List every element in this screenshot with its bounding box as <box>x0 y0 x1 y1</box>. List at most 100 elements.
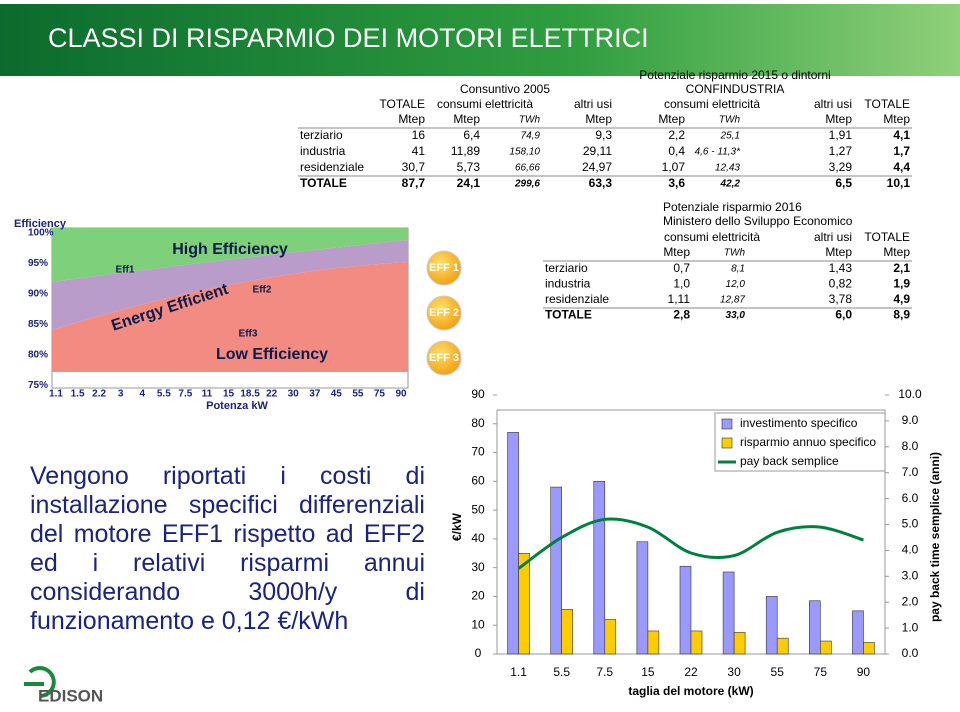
y2-tick-label: 8.0 <box>902 439 919 453</box>
badge-label: EFF 1 <box>429 262 459 274</box>
table-cell: 0,82 <box>829 277 853 291</box>
y-tick-label: 80 <box>471 416 485 430</box>
y2-tick-label: 6.0 <box>902 491 919 505</box>
table-cell: 2,8 <box>673 308 690 322</box>
row-label: industria <box>545 277 591 291</box>
y-tick-label: 90 <box>471 387 485 401</box>
y2-tick-label: 7.0 <box>902 465 919 479</box>
table-cell: 12,43 <box>715 163 740 174</box>
x-axis-title: taglia del motore (kW) <box>628 684 753 698</box>
table-unit: Mtep <box>825 112 852 126</box>
figure-y-tick: 80% <box>28 350 48 361</box>
x-tick-label: 55 <box>771 665 785 679</box>
table-cell: 41 <box>412 144 426 158</box>
table-unit: Mtep <box>883 245 910 259</box>
figure-y-title: Efficiency <box>14 218 67 230</box>
energy-efficient-region <box>52 240 408 330</box>
table-cell: 1,7 <box>893 144 910 158</box>
figure-y-tick: 90% <box>28 289 48 300</box>
row-label: terziario <box>545 261 588 275</box>
table-cell: 87,7 <box>402 176 426 190</box>
table-cell: 8,9 <box>893 308 910 322</box>
table-cell: 4,9 <box>893 292 910 306</box>
table-cell: 6,0 <box>835 308 852 322</box>
table-cell: 1,07 <box>662 160 686 174</box>
table-cell: 9,3 <box>595 128 612 142</box>
table-unit: Mtep <box>663 245 690 259</box>
figure-x-title: Potenza kW <box>206 400 268 412</box>
table-unit: Mtep <box>883 112 910 126</box>
y-tick-label: 40 <box>471 531 485 545</box>
figure-y-tick: 100% <box>28 228 54 239</box>
y2-tick-label: 0.0 <box>902 646 919 660</box>
y2-tick-label: 2.0 <box>902 594 919 608</box>
table-cell: 2,1 <box>893 261 910 275</box>
x-tick-label: 30 <box>727 665 741 679</box>
y2-tick-label: 4.0 <box>902 543 919 557</box>
row-label: TOTALE <box>545 308 592 322</box>
high-efficiency-region <box>52 228 408 282</box>
table-header: consumi elettricità <box>664 97 760 111</box>
y2-tick-label: 3.0 <box>902 568 919 582</box>
x-tick-label: 15 <box>641 665 655 679</box>
class-label: Eff1 <box>116 265 135 276</box>
figure-x-tick: 1.1 <box>49 389 63 400</box>
y-tick-label: 0 <box>475 646 482 660</box>
figure-x-tick: 90 <box>395 389 407 400</box>
table-cell: 1,27 <box>829 144 853 158</box>
table-cell: 4,4 <box>893 160 910 174</box>
x-tick-label: 5.5 <box>553 665 570 679</box>
table-cell: 12,87 <box>720 295 745 306</box>
figure-x-tick: 75 <box>374 389 386 400</box>
bar <box>507 432 519 655</box>
legend-swatch <box>721 418 733 430</box>
table-header: TOTALE <box>864 97 910 111</box>
bar <box>593 481 606 655</box>
table-header: altri usi <box>814 230 852 244</box>
figure-x-tick: 1.5 <box>71 389 85 400</box>
table-cell: 74,9 <box>521 131 541 142</box>
row-label: TOTALE <box>300 176 347 190</box>
region-label: Low Efficiency <box>216 346 328 363</box>
x-tick-label: 22 <box>684 665 698 679</box>
slide-title: CLASSI DI RISPARMIO DEI MOTORI ELETTRICI <box>48 23 649 53</box>
x-tick-label: 7.5 <box>596 665 613 679</box>
table-group-header: Consuntivo 2005 <box>460 82 550 96</box>
table-unit: TWh <box>519 115 541 126</box>
badge <box>426 340 462 376</box>
table-title: Ministero dello Sviluppo Economico <box>663 214 853 228</box>
figure-x-tick: 45 <box>331 389 343 400</box>
table-cell: 25,1 <box>720 131 740 142</box>
title-banner <box>0 4 960 76</box>
table-unit: Mtep <box>453 112 480 126</box>
table-cell: 3,78 <box>829 292 853 306</box>
table-cell: 0,4 <box>668 144 685 158</box>
table-group-header: CONFINDUSTRIA <box>686 82 785 96</box>
bar <box>550 486 562 655</box>
x-tick-label: 1.1 <box>510 665 527 679</box>
table-cell: 3,6 <box>668 176 685 190</box>
legend-label: investimento specifico <box>740 416 858 430</box>
table-cell: 16 <box>412 128 426 142</box>
bar <box>690 630 703 655</box>
table-cell: 1,9 <box>893 277 910 291</box>
y-tick-label: 70 <box>471 445 485 459</box>
y-tick-label: 50 <box>471 502 485 516</box>
table-unit: Mtep <box>658 112 685 126</box>
badge-label: EFF 3 <box>429 352 459 364</box>
legend-label: pay back semplice <box>740 454 839 468</box>
row-label: terziario <box>300 128 343 142</box>
table-cell: 1,91 <box>829 128 853 142</box>
figure-x-tick: 4 <box>139 389 145 400</box>
bar <box>809 600 821 655</box>
y2-tick-label: 10.0 <box>898 387 922 401</box>
table-header: consumi elettricità <box>437 97 533 111</box>
line <box>517 517 864 570</box>
logo-icon <box>24 666 56 698</box>
y-tick-label: 10 <box>471 617 485 631</box>
table-cell: 30,7 <box>402 160 426 174</box>
y-axis-title: €/kW <box>450 512 464 541</box>
table-group-header: Potenziale risparmio 2015 o dintorni <box>639 68 830 82</box>
bar <box>604 619 617 655</box>
